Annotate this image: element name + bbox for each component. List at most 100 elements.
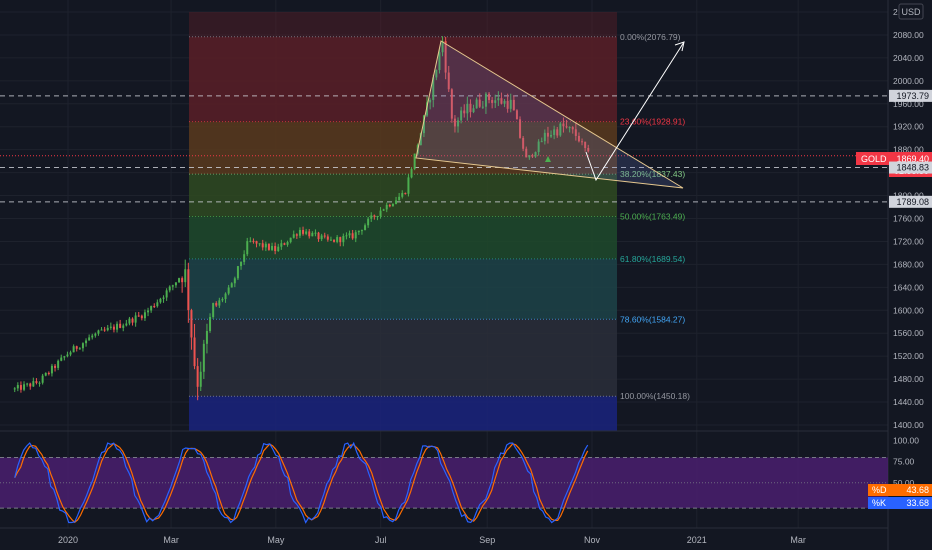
candle-body-178 bbox=[565, 126, 568, 128]
candle-body-43 bbox=[147, 310, 150, 313]
candle-body-81 bbox=[264, 243, 267, 248]
candle-body-164 bbox=[522, 137, 525, 149]
time-tick-label-2: May bbox=[267, 535, 285, 545]
candle-body-16 bbox=[63, 356, 66, 358]
candle-body-173 bbox=[550, 134, 553, 137]
level-c-tag-bg bbox=[889, 195, 932, 208]
price-tick-label-2: 1480.00 bbox=[893, 374, 924, 384]
candle-body-132 bbox=[422, 115, 425, 134]
candle-body-138 bbox=[441, 41, 444, 53]
candle-body-62 bbox=[205, 330, 208, 344]
currency-badge[interactable]: USD bbox=[898, 3, 924, 20]
candle-body-56 bbox=[187, 269, 190, 311]
candle-body-46 bbox=[156, 302, 159, 307]
candle-body-76 bbox=[249, 240, 252, 242]
candle-body-3 bbox=[23, 384, 26, 390]
candle-body-119 bbox=[382, 209, 385, 211]
candle-body-84 bbox=[274, 246, 277, 252]
candle-body-42 bbox=[143, 312, 146, 319]
fib-band-3 bbox=[189, 216, 617, 259]
candle-body-96 bbox=[311, 232, 314, 237]
candle-body-139 bbox=[444, 41, 447, 73]
candle-body-85 bbox=[277, 246, 280, 252]
candle-body-179 bbox=[568, 127, 571, 129]
candle-body-146 bbox=[466, 103, 469, 114]
candle-body-78 bbox=[255, 241, 258, 244]
currency-badge-frame bbox=[898, 3, 924, 20]
candle-body-11 bbox=[47, 372, 50, 374]
stoch-d-tag-bg bbox=[868, 484, 932, 496]
candle-body-101 bbox=[326, 236, 329, 240]
stochastic-pane[interactable] bbox=[0, 441, 888, 524]
candle-body-64 bbox=[212, 303, 215, 318]
candle-body-33 bbox=[116, 323, 119, 330]
candle-body-52 bbox=[174, 282, 177, 286]
candle-body-97 bbox=[314, 232, 317, 234]
candle-body-7 bbox=[35, 381, 38, 383]
candle-body-40 bbox=[137, 315, 140, 317]
candle-body-107 bbox=[345, 235, 348, 237]
candle-body-19 bbox=[72, 346, 75, 353]
candle-body-49 bbox=[165, 290, 168, 298]
forecast-arrow[interactable] bbox=[585, 41, 685, 182]
candle-body-150 bbox=[478, 99, 481, 107]
fib-level-label-5: 78.60%(1584.27) bbox=[620, 314, 685, 324]
candle-body-147 bbox=[469, 103, 472, 113]
candle-body-20 bbox=[75, 346, 78, 349]
candle-body-77 bbox=[252, 240, 255, 242]
candle-body-54 bbox=[181, 278, 184, 283]
price-tick-label-13: 1920.00 bbox=[893, 122, 924, 132]
candle-body-136 bbox=[435, 70, 438, 78]
candle-body-121 bbox=[388, 204, 391, 207]
candle-body-135 bbox=[432, 77, 435, 100]
price-tick-label-15: 2000.00 bbox=[893, 76, 924, 86]
candle-body-15 bbox=[60, 357, 63, 361]
price-tick-label-14: 1960.00 bbox=[893, 99, 924, 109]
fibonacci-retracement[interactable]: 0.00%(2076.79) 23.60%(1928.91) 38.20%(1837… bbox=[189, 12, 690, 431]
candle-body-41 bbox=[140, 315, 143, 319]
candle-body-27 bbox=[97, 330, 100, 334]
candle-body-44 bbox=[150, 306, 153, 311]
candle-body-37 bbox=[128, 318, 131, 324]
candle-body-131 bbox=[419, 133, 422, 146]
candle-body-115 bbox=[370, 215, 373, 219]
symbol-label: GOLD bbox=[861, 154, 887, 164]
candle-body-50 bbox=[168, 286, 171, 291]
falling-wedge-pattern[interactable] bbox=[415, 40, 685, 189]
candle-body-182 bbox=[577, 135, 580, 142]
candle-body-99 bbox=[320, 235, 323, 240]
stoch-k-label: %K bbox=[872, 498, 886, 508]
candle-body-86 bbox=[280, 243, 283, 247]
candle-body-148 bbox=[472, 108, 475, 113]
candle-body-110 bbox=[354, 232, 357, 239]
wedge-shape[interactable] bbox=[415, 40, 684, 189]
candle-body-30 bbox=[106, 327, 109, 331]
stoch-d-value: 43.68 bbox=[906, 485, 929, 495]
price-tick-label-4: 1560.00 bbox=[893, 328, 924, 338]
candle-body-59 bbox=[196, 366, 199, 387]
candle-body-114 bbox=[367, 218, 370, 226]
time-tick-label-0: 2020 bbox=[58, 535, 78, 545]
candle-body-156 bbox=[497, 98, 500, 101]
stoch-d-line bbox=[14, 442, 589, 524]
time-tick-label-4: Sep bbox=[479, 535, 495, 545]
candle-body-133 bbox=[426, 102, 429, 116]
candle-body-144 bbox=[460, 110, 463, 121]
candle-body-87 bbox=[283, 243, 286, 245]
level-a-value: 1973.79 bbox=[896, 91, 929, 101]
fib-level-label-6: 100.00%(1450.18) bbox=[620, 391, 690, 401]
fib-level-label-4: 61.80%(1689.54) bbox=[620, 254, 685, 264]
candle-body-65 bbox=[215, 303, 218, 306]
time-axis[interactable]: 2020 Mar May Jul Sep Nov 2021 Mar bbox=[58, 535, 806, 545]
candle-body-125 bbox=[401, 193, 404, 197]
candle-body-111 bbox=[357, 230, 360, 233]
candle-body-168 bbox=[534, 152, 537, 157]
candle-body-25 bbox=[91, 335, 94, 338]
candle-body-38 bbox=[131, 318, 134, 323]
candle-body-160 bbox=[509, 99, 512, 109]
candle-body-95 bbox=[308, 231, 311, 237]
forecast-arrowhead bbox=[674, 41, 685, 52]
candle-body-142 bbox=[453, 118, 456, 127]
candle-body-177 bbox=[562, 123, 565, 127]
